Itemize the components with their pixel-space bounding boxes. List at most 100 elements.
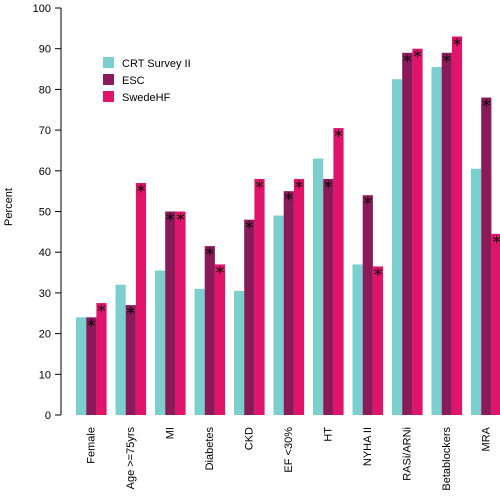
- significance-markers: ** *** ******* ***** * ****: [87, 35, 500, 336]
- bar: [86, 317, 97, 415]
- bar: [392, 79, 403, 415]
- y-tick-label: 100: [33, 3, 51, 15]
- bar-groups: [76, 36, 500, 416]
- x-tick-label: Diabetes: [204, 427, 216, 471]
- x-tick-label: CKD: [243, 427, 255, 450]
- bar: [283, 191, 294, 415]
- significance-marker: *: [403, 52, 412, 72]
- bar: [352, 264, 363, 415]
- significance-marker: *: [334, 127, 343, 147]
- bar: [402, 52, 413, 416]
- bar: [333, 128, 344, 415]
- bar-group: [234, 178, 265, 415]
- bar: [441, 52, 452, 416]
- x-tick-label: EF <30%: [283, 427, 295, 473]
- bar: [412, 48, 423, 415]
- bar-group: [431, 36, 463, 416]
- x-tick-label: NYHA II: [362, 427, 374, 466]
- y-tick-label: 0: [45, 410, 51, 422]
- legend: CRT Survey II ESC SwedeHF: [103, 57, 191, 104]
- significance-marker: *: [137, 182, 146, 202]
- significance-marker: *: [443, 52, 452, 72]
- y-tick-label: 50: [39, 207, 51, 219]
- bar: [214, 264, 226, 415]
- bar: [96, 303, 107, 415]
- y-tick-label: 30: [39, 288, 51, 300]
- significance-marker: *: [216, 263, 225, 283]
- y-tick-label: 40: [39, 247, 51, 259]
- x-tick-label: HT: [322, 427, 334, 442]
- legend-label: CRT Survey II: [122, 58, 191, 70]
- y-axis-title: Percent: [3, 188, 15, 226]
- bar-group: [273, 178, 305, 415]
- bar-group: [155, 211, 186, 415]
- y-tick-label: 80: [39, 84, 51, 96]
- significance-marker: *: [245, 219, 254, 239]
- y-tick-label: 20: [39, 329, 51, 341]
- bar-group: [352, 195, 384, 415]
- bar: [471, 168, 482, 415]
- significance-marker: *: [413, 48, 422, 68]
- y-tick-label: 90: [39, 44, 51, 56]
- bar: [372, 266, 384, 415]
- legend-swatch: [103, 57, 114, 68]
- significance-marker: *: [453, 35, 462, 55]
- bar-group: [471, 97, 500, 415]
- bar: [135, 183, 147, 415]
- legend-swatch: [103, 74, 114, 85]
- bar-group: [115, 183, 147, 415]
- bar: [234, 290, 245, 415]
- significance-marker: *: [295, 178, 304, 198]
- y-tick-label: 10: [39, 369, 51, 381]
- bar: [293, 178, 305, 415]
- bar: [491, 233, 500, 415]
- bar: [481, 97, 492, 415]
- bar: [155, 270, 166, 415]
- x-tick-label: MI: [164, 427, 176, 439]
- x-tick-label: Betablockers: [441, 427, 453, 491]
- bar: [76, 317, 87, 415]
- x-tick-label: Age >=75yrs: [125, 427, 137, 490]
- x-axis-labels: Female Age >=75yrs MI Diabetes CKD EF <30% HT N…: [85, 426, 492, 490]
- significance-marker: *: [364, 194, 373, 214]
- significance-marker: *: [176, 211, 185, 231]
- significance-marker: *: [492, 233, 500, 253]
- bar: [175, 211, 186, 415]
- bar: [115, 284, 126, 415]
- legend-swatch: [103, 91, 114, 102]
- bar: [165, 211, 176, 415]
- y-tick-label: 70: [39, 125, 51, 137]
- significance-marker: *: [482, 97, 491, 117]
- significance-marker: *: [166, 211, 175, 231]
- bar-group: [194, 246, 226, 415]
- significance-marker: *: [97, 302, 106, 322]
- x-tick-label: RASi/ARNi: [401, 427, 413, 481]
- legend-label: SwedeHF: [122, 92, 171, 104]
- bar: [323, 178, 334, 415]
- significance-marker: *: [285, 190, 294, 210]
- bar: [125, 305, 136, 415]
- legend-label: ESC: [122, 75, 145, 87]
- y-axis: 0 10 20 30 40 50 60 70 80 90 100: [33, 3, 62, 422]
- bar: [204, 246, 215, 415]
- bar-group: [392, 48, 423, 416]
- bar: [362, 195, 373, 415]
- significance-marker: *: [324, 178, 333, 198]
- bar: [254, 178, 265, 415]
- bar-group: [76, 303, 107, 415]
- significance-marker: *: [87, 316, 96, 336]
- bar: [431, 67, 442, 415]
- x-tick-label: Female: [85, 427, 97, 464]
- significance-marker: *: [127, 304, 136, 324]
- y-tick-label: 60: [39, 166, 51, 178]
- significance-marker: *: [255, 178, 264, 198]
- bar: [194, 288, 205, 415]
- significance-marker: *: [206, 245, 215, 265]
- bar: [451, 36, 463, 416]
- significance-marker: *: [374, 265, 383, 285]
- bar: [313, 158, 324, 415]
- bar: [273, 215, 284, 415]
- x-tick-label: MRA: [480, 426, 492, 451]
- bar: [244, 219, 255, 415]
